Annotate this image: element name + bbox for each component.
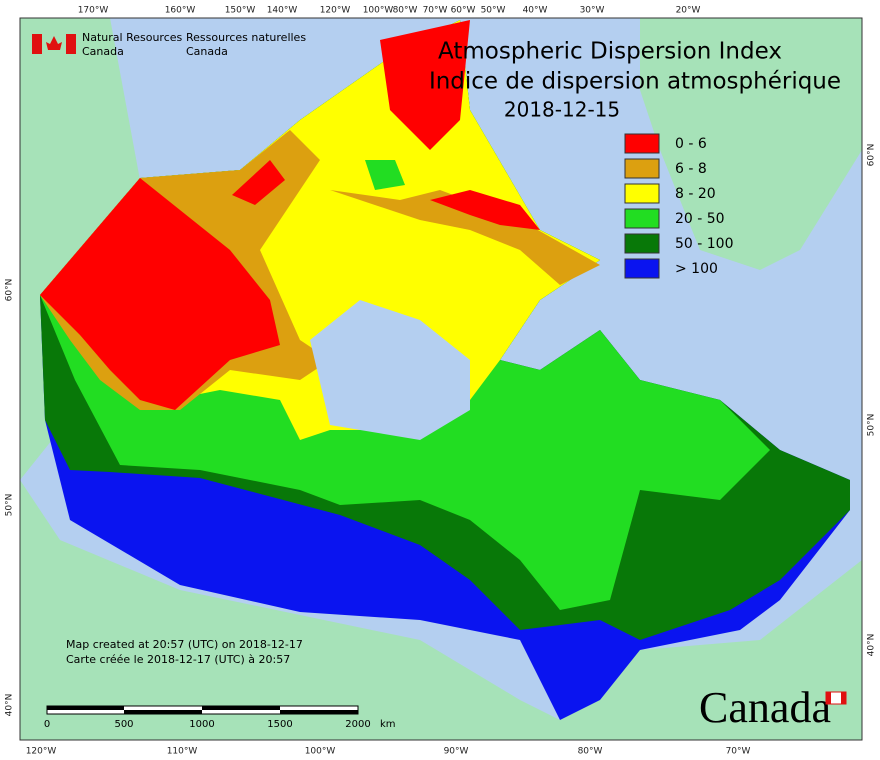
- graticule-label: 40°W: [523, 6, 548, 16]
- dispersion-zones: [40, 20, 850, 720]
- graticule-label: 120°W: [26, 747, 57, 757]
- footer-text: Map created at 20:57 (UTC) on 2018-12-17: [66, 638, 303, 651]
- zone: [365, 160, 405, 190]
- graticule-label: 60°W: [451, 6, 476, 16]
- logo-text: Canada: [186, 45, 228, 58]
- wordmark-flag: [826, 692, 831, 704]
- scale-segment: [47, 706, 124, 710]
- zone: [380, 20, 470, 150]
- maple-leaf: [46, 36, 62, 50]
- graticule-label: 60°N: [867, 144, 877, 167]
- graticule-label: 50°W: [481, 6, 506, 16]
- graticule-label: 100°W: [305, 747, 336, 757]
- graticule-label: 140°W: [267, 6, 298, 16]
- legend-swatch: [624, 233, 660, 254]
- title: Atmospheric Dispersion Index: [438, 39, 782, 65]
- graticule-label: 90°W: [444, 747, 469, 757]
- scale-segment: [280, 710, 358, 714]
- legend-label: 8 - 20: [675, 186, 716, 202]
- scale-label: 1500: [267, 719, 292, 730]
- logo-text: Canada: [82, 45, 124, 58]
- scale-label: 500: [114, 719, 133, 730]
- graticule-label: 30°W: [580, 6, 605, 16]
- graticule-label: 170°W: [78, 6, 109, 16]
- scale-label: 1000: [189, 719, 214, 730]
- logo-text: Ressources naturelles: [186, 31, 306, 44]
- graticule-label: 60°N: [5, 279, 15, 302]
- zone: [40, 178, 280, 410]
- scale-bar: 0 500 1000 1500 2000 km: [44, 705, 396, 730]
- legend: 0 - 6 6 - 8 8 - 20 20 - 50 50 - 100 > 100: [624, 133, 734, 279]
- logo: Natural Resources Canada Ressources natu…: [32, 31, 306, 58]
- graticule-label: 120°W: [320, 6, 351, 16]
- graticule-label: 50°N: [867, 414, 877, 437]
- legend-swatch: [624, 133, 660, 154]
- wordmark: Canada: [699, 683, 847, 732]
- wordmark-text: Canada: [699, 683, 831, 732]
- scale-unit: km: [380, 719, 396, 730]
- legend-label: 0 - 6: [675, 136, 707, 152]
- footer-text: Carte créée le 2018-12-17 (UTC) à 20:57: [66, 653, 290, 666]
- wordmark-flag: [841, 692, 846, 704]
- graticule-label: 150°W: [225, 6, 256, 16]
- usa-land: [20, 480, 862, 740]
- scale-label: 0: [44, 719, 50, 730]
- greenland-land: [640, 18, 862, 270]
- graticule-label: 40°N: [5, 694, 15, 717]
- scale-label: 2000: [345, 719, 370, 730]
- legend-label: 6 - 8: [675, 161, 707, 177]
- hudson-bay: [310, 300, 470, 440]
- graticule-label: 20°W: [676, 6, 701, 16]
- graticule: 170°W 160°W 150°W 140°W 120°W 100°W 80°W 70°W 60…: [5, 6, 877, 757]
- date: 2018-12-15: [504, 98, 620, 122]
- flag-bar: [66, 34, 76, 54]
- graticule-label: 70°W: [423, 6, 448, 16]
- map-border: [19, 17, 863, 741]
- legend-label: 20 - 50: [675, 211, 725, 227]
- zone: [232, 160, 285, 205]
- flag-bar: [32, 34, 42, 54]
- graticule-label: 40°N: [867, 634, 877, 657]
- title: Indice de dispersion atmosphérique: [429, 69, 841, 95]
- logo-text: Natural Resources: [82, 31, 183, 44]
- graticule-label: 50°N: [5, 494, 15, 517]
- zone: [430, 190, 540, 230]
- graticule-label: 110°W: [167, 747, 198, 757]
- graticule-label: 80°W: [578, 747, 603, 757]
- graticule-label: 160°W: [165, 6, 196, 16]
- scale-segment: [124, 710, 202, 714]
- scale-segment: [202, 706, 280, 710]
- legend-swatch: [624, 258, 660, 279]
- graticule-label: 70°W: [726, 747, 751, 757]
- legend-label: > 100: [675, 261, 718, 277]
- graticule-label: 100°W: [363, 6, 394, 16]
- legend-swatch: [624, 158, 660, 179]
- legend-label: 50 - 100: [675, 236, 734, 252]
- legend-swatch: [624, 183, 660, 204]
- graticule-label: 80°W: [393, 6, 418, 16]
- legend-swatch: [624, 208, 660, 229]
